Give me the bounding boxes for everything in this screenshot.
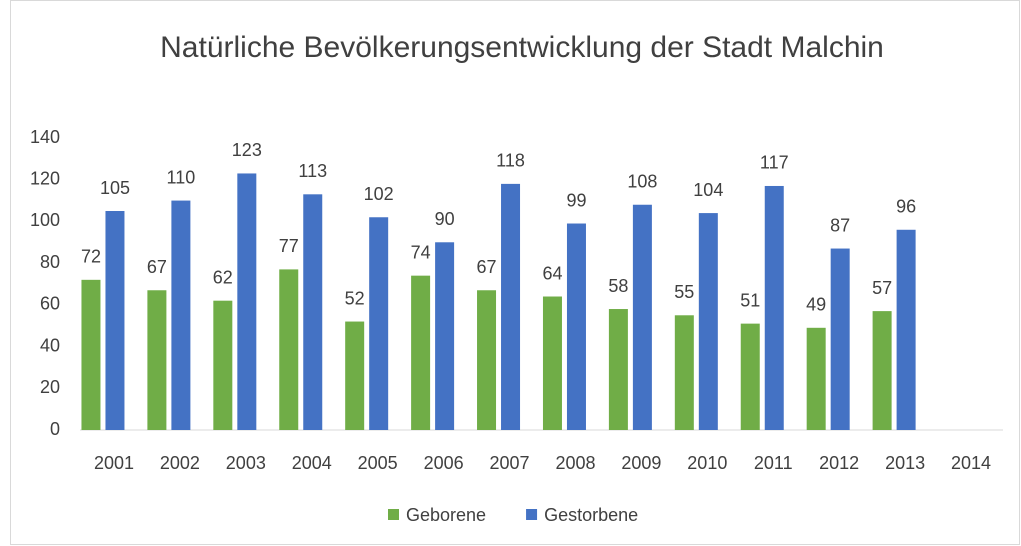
data-label: 113 [298, 161, 327, 181]
bar [237, 173, 257, 430]
bar [435, 242, 455, 430]
bar [345, 321, 365, 430]
data-label: 58 [608, 276, 628, 296]
x-tick-label: 2013 [885, 453, 925, 473]
x-tick-label: 2003 [226, 453, 266, 473]
bar [806, 327, 826, 430]
bar [632, 204, 652, 430]
bar [698, 213, 718, 430]
data-label: 99 [566, 190, 586, 210]
bar [566, 223, 586, 430]
legend-swatch [526, 509, 538, 520]
y-tick-label: 60 [40, 294, 60, 314]
x-tick-label: 2007 [490, 453, 530, 473]
bar [674, 315, 694, 430]
bar [171, 200, 191, 430]
data-label: 67 [477, 257, 497, 277]
data-label: 64 [542, 263, 562, 283]
bar [147, 290, 167, 430]
y-tick-label: 0 [50, 419, 60, 439]
bar [279, 269, 299, 430]
bar [740, 323, 760, 430]
legend-swatch [388, 509, 399, 520]
data-label: 104 [693, 180, 723, 200]
bar [105, 211, 125, 430]
y-tick-label: 120 [30, 168, 60, 188]
data-label: 123 [232, 140, 262, 160]
y-tick-label: 20 [40, 377, 60, 397]
bar [608, 309, 628, 430]
data-label: 72 [81, 247, 101, 267]
chart-title: Natürliche Bevölkerungsentwicklung der S… [160, 31, 884, 64]
x-tick-label: 2009 [621, 453, 661, 473]
x-tick-label: 2004 [292, 453, 332, 473]
y-tick-label: 40 [40, 335, 60, 355]
chart-border [10, 0, 1020, 545]
data-label: 55 [674, 282, 694, 302]
data-label: 74 [411, 242, 431, 262]
bar [896, 229, 916, 430]
x-tick-label: 2011 [754, 453, 793, 473]
data-label: 96 [896, 197, 916, 217]
bar [369, 217, 389, 430]
bar [764, 185, 784, 430]
data-label: 52 [345, 288, 365, 308]
x-tick-label: 2002 [160, 453, 200, 473]
legend-label: Gestorbene [544, 505, 638, 525]
bar [213, 300, 233, 430]
x-tick-label: 2014 [951, 453, 991, 473]
data-label: 87 [830, 215, 850, 235]
data-label: 105 [100, 178, 130, 198]
data-label: 117 [760, 153, 789, 173]
legend-label: Geborene [406, 505, 486, 525]
data-label: 102 [364, 184, 394, 204]
data-label: 67 [147, 257, 167, 277]
x-tick-label: 2005 [358, 453, 398, 473]
x-tick-label: 2012 [819, 453, 859, 473]
data-label: 62 [213, 267, 233, 287]
bar [830, 248, 850, 430]
bar [542, 296, 562, 430]
data-label: 77 [279, 236, 299, 256]
bar [872, 311, 892, 430]
bar [501, 183, 521, 430]
data-label: 57 [872, 278, 892, 298]
y-tick-label: 140 [30, 127, 60, 147]
x-tick-label: 2008 [555, 453, 595, 473]
data-label: 108 [627, 171, 657, 191]
x-tick-label: 2010 [687, 453, 727, 473]
data-label: 90 [435, 209, 455, 229]
data-label: 51 [740, 290, 760, 310]
y-tick-label: 80 [40, 252, 60, 272]
data-label: 49 [806, 295, 826, 315]
data-label: 110 [167, 167, 196, 187]
bar [81, 279, 101, 430]
bar [411, 275, 431, 430]
data-label: 118 [496, 151, 525, 171]
bar [303, 194, 323, 430]
bar [477, 290, 497, 430]
x-tick-label: 2001 [94, 453, 134, 473]
y-tick-label: 100 [30, 210, 60, 230]
x-tick-label: 2006 [424, 453, 464, 473]
